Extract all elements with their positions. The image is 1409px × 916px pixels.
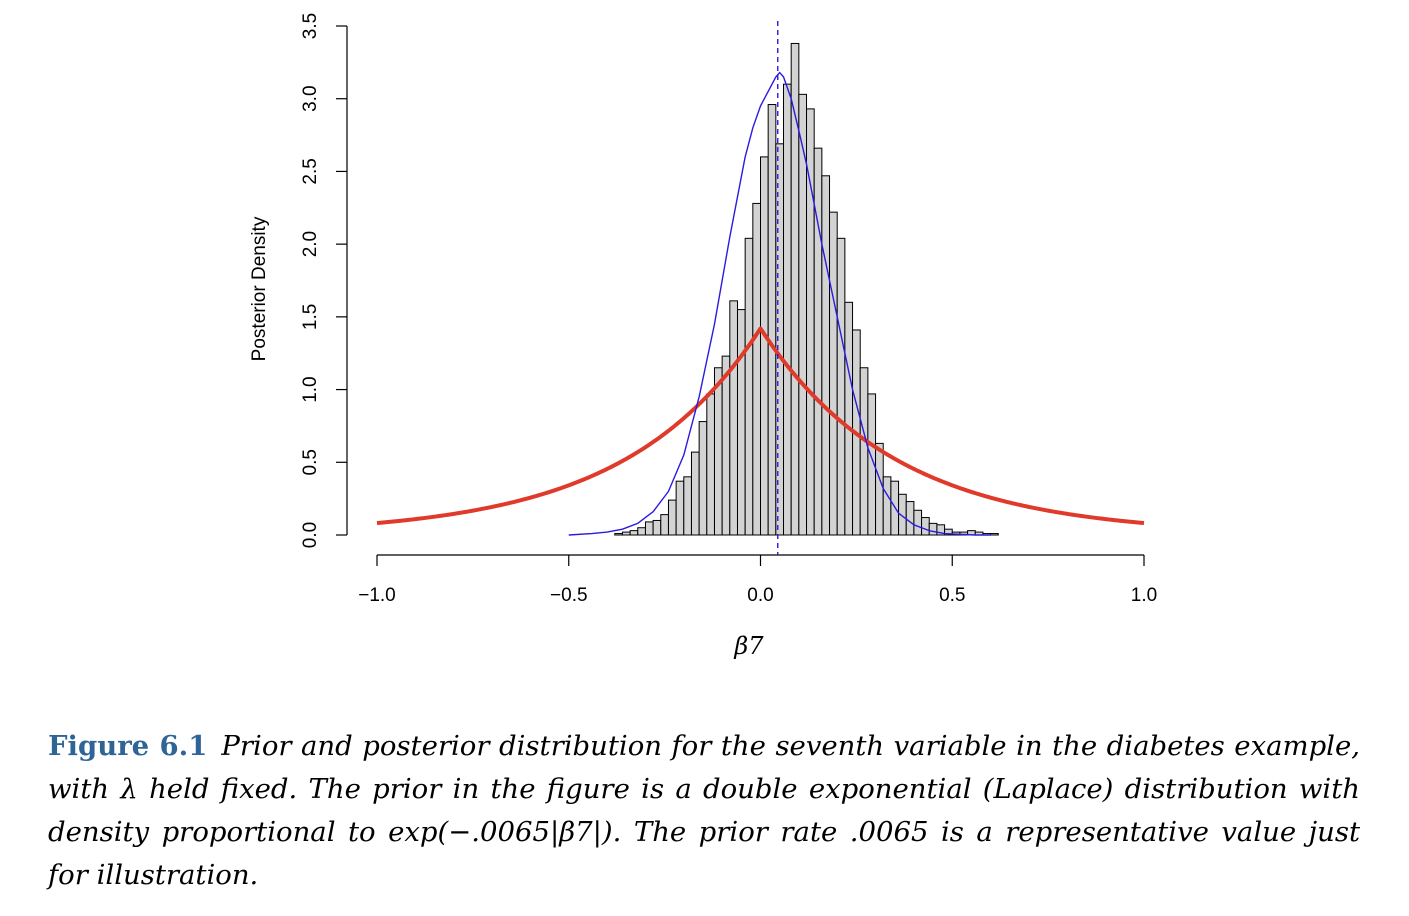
histogram-bar: [913, 509, 923, 536]
histogram-bar: [905, 501, 915, 536]
histogram-bar: [713, 367, 723, 536]
histogram-bar: [637, 527, 646, 536]
histogram-bars: [614, 42, 999, 536]
histogram-bar: [875, 442, 884, 536]
histogram-bar: [990, 533, 999, 536]
posterior-density-chart: 0.0 0.5 1.0 1.5 2.0 2.5 3.0 3.5 −1.0 −0.5 0.0 0.5 1…: [249, 13, 1157, 660]
y-tick-label: 0.5: [300, 449, 321, 475]
histogram-bar: [683, 476, 692, 536]
y-tick-label: 0.0: [300, 522, 321, 548]
histogram-bar: [821, 175, 831, 536]
x-tick-label: −1.0: [358, 585, 396, 606]
y-tick-label: 1.5: [300, 304, 321, 330]
curves: [376, 21, 1145, 555]
x-axis-label: β7: [733, 632, 764, 660]
histogram-bar: [760, 156, 769, 536]
histogram-bar: [844, 301, 854, 536]
histogram-bar: [775, 143, 785, 536]
x-tick-label: 0.5: [939, 585, 965, 606]
figure-label: Figure 6.1: [48, 730, 208, 762]
histogram-bar: [706, 393, 715, 536]
x-axis: −1.0 −0.5 0.0 0.5 1.0: [358, 554, 1157, 606]
histogram-bar: [921, 517, 930, 536]
histogram-bar: [859, 367, 869, 536]
x-tick-label: −0.5: [550, 585, 588, 606]
histogram-bar: [698, 421, 708, 536]
x-tick-label: 1.0: [1131, 585, 1157, 606]
histogram-bar: [882, 476, 892, 536]
histogram-bar: [752, 202, 762, 536]
histogram-bar: [928, 522, 938, 536]
prior-laplace-curve: [376, 326, 1145, 526]
histogram-bar: [660, 514, 669, 536]
y-tick-label: 1.0: [300, 376, 321, 402]
histogram-bar: [675, 480, 685, 536]
histogram-bar: [667, 499, 677, 536]
y-axis: 0.0 0.5 1.0 1.5 2.0 2.5 3.0 3.5: [300, 13, 348, 548]
posterior-density-curve: [568, 71, 991, 536]
histogram-bar: [690, 451, 700, 536]
histogram-bar: [629, 530, 639, 536]
figure-caption: Figure 6.1 Prior and posterior distributi…: [48, 725, 1360, 897]
histogram-bar: [721, 355, 731, 536]
histogram-bar: [744, 237, 754, 536]
x-tick-label: 0.0: [747, 585, 773, 606]
y-tick-label: 3.0: [300, 85, 321, 111]
histogram-bar: [644, 521, 654, 536]
histogram-bar: [783, 83, 792, 536]
y-tick-label: 2.5: [300, 158, 321, 184]
caption-text: Prior and posterior distribution for the…: [48, 730, 1360, 891]
histogram-bar: [621, 531, 631, 536]
y-axis-label: Posterior Density: [249, 216, 270, 361]
histogram-bar: [729, 300, 738, 536]
y-tick-label: 2.0: [300, 231, 321, 257]
y-tick-label: 3.5: [300, 13, 321, 39]
histogram-bar: [813, 147, 823, 536]
histogram-bar: [736, 309, 746, 536]
histogram-bar: [767, 104, 777, 536]
histogram-bar: [652, 519, 662, 536]
histogram-bar: [836, 237, 846, 536]
histogram-bar: [614, 533, 623, 536]
histogram-bar: [829, 211, 838, 536]
